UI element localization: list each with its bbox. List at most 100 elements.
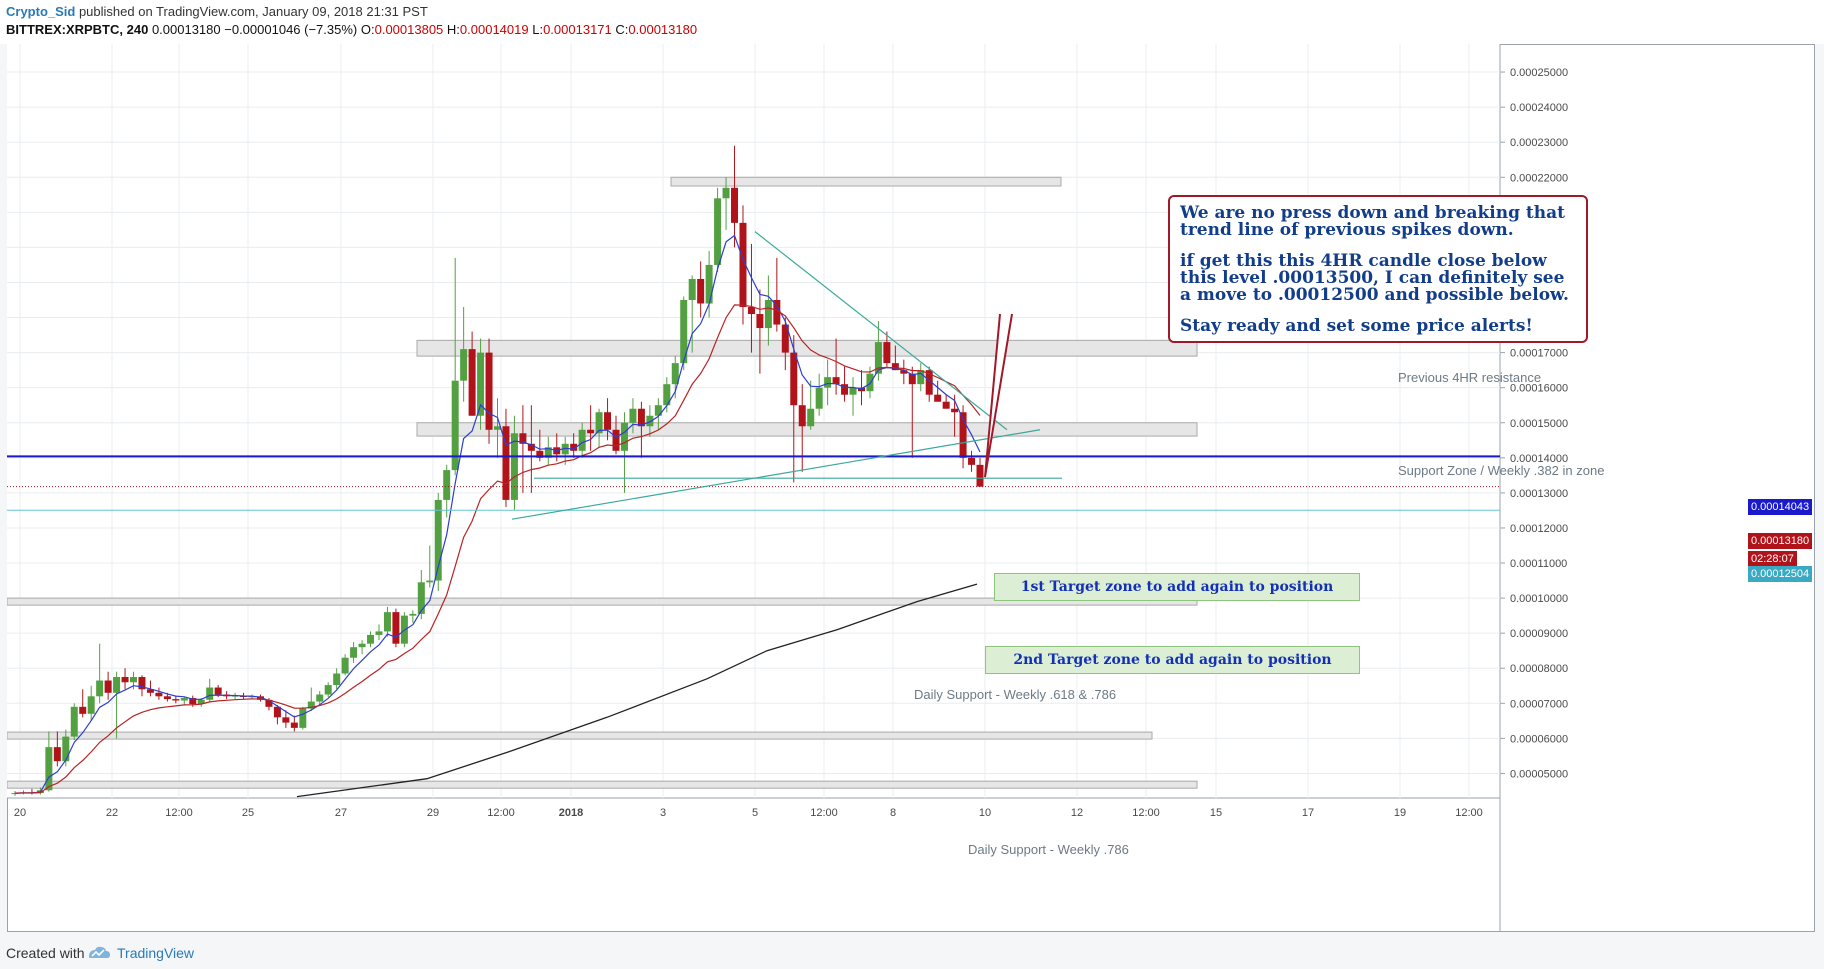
- candle: [900, 359, 908, 385]
- time-tick-label: 12:00: [1455, 807, 1483, 819]
- candle: [273, 705, 281, 725]
- last-price-tag: 0.00013180: [1748, 533, 1813, 549]
- time-tick-label: 12:00: [165, 807, 193, 819]
- candle: [121, 668, 129, 690]
- symbol-label: BITTREX:XRPBTC, 240: [6, 22, 149, 37]
- tradingview-brand-link[interactable]: TradingView: [117, 945, 195, 961]
- candle: [857, 370, 865, 406]
- open-value: 0.00013805: [374, 22, 444, 37]
- callout-text-1: We are no press down and breaking that t…: [1180, 203, 1565, 240]
- candle: [383, 606, 391, 637]
- candle: [891, 345, 899, 371]
- candle-body: [866, 373, 874, 392]
- zone-daily-support-786: [7, 731, 1153, 740]
- plot-area: [7, 44, 1500, 798]
- candle-body: [113, 677, 121, 693]
- price-tick-label: 0.00013000: [1510, 488, 1568, 500]
- candle: [333, 668, 341, 690]
- price-tick-label: 0.00012000: [1510, 523, 1568, 535]
- candle: [934, 380, 942, 402]
- candle: [409, 610, 417, 623]
- price-tick-label: 0.00007000: [1510, 698, 1568, 710]
- candle-body: [180, 698, 188, 701]
- candle: [316, 691, 324, 706]
- zone-daily-support-618-786: [7, 597, 1198, 606]
- candle-body: [316, 694, 324, 702]
- candle-body: [773, 300, 781, 325]
- candle: [544, 436, 552, 465]
- zone-bottom-zone: [7, 780, 1198, 789]
- candle: [434, 492, 442, 592]
- candle-body: [764, 300, 772, 329]
- candle-body: [214, 687, 222, 695]
- candle: [781, 317, 789, 371]
- price-chart[interactable]: 0.00025000 0.00024000 0.00023000 0.00022000…: [7, 44, 1815, 932]
- candle-body: [857, 387, 865, 392]
- candle-body: [663, 384, 671, 406]
- candle: [45, 731, 53, 792]
- zone-top-resistance: [670, 176, 1062, 187]
- candle: [180, 696, 188, 705]
- candle-body: [87, 696, 95, 714]
- candle-body: [443, 470, 451, 500]
- candle: [773, 257, 781, 332]
- ema-fast-line: [14, 234, 981, 794]
- target-zone-2: 2nd Target zone to add again to position: [985, 646, 1360, 674]
- time-tick-label: 12: [1071, 807, 1083, 819]
- candle: [282, 710, 290, 728]
- candle-body: [604, 412, 612, 430]
- time-tick-label: 15: [1210, 807, 1222, 819]
- candle-body: [832, 377, 840, 385]
- candle-body: [790, 352, 798, 406]
- candle-body: [307, 701, 315, 709]
- candle-body: [53, 747, 61, 762]
- footer: Created with TradingView: [0, 938, 1824, 969]
- countdown-tag: 02:28:07: [1748, 551, 1797, 567]
- candle: [460, 307, 468, 402]
- candle: [697, 261, 705, 318]
- candle-body: [11, 793, 19, 795]
- candle-body: [172, 699, 180, 701]
- candle: [53, 731, 61, 767]
- open-label: O:: [360, 22, 375, 37]
- candle-body: [146, 689, 154, 693]
- candle-body: [968, 457, 976, 465]
- callout-pointer: [984, 313, 1013, 478]
- candle-body: [756, 314, 764, 329]
- candle: [519, 405, 527, 493]
- candle-body: [925, 370, 933, 395]
- candle-body: [781, 324, 789, 353]
- candle-body: [705, 264, 713, 304]
- candle-body: [722, 187, 730, 199]
- support-zone-label: Support Zone / Weekly .382 in zone: [1398, 463, 1605, 478]
- candle-body: [70, 706, 78, 737]
- candle-body: [637, 408, 645, 427]
- candle-body: [671, 363, 679, 385]
- price-axis: 0.00025000 0.00024000 0.00023000 0.00022000…: [1499, 44, 1568, 932]
- candle-body: [273, 706, 281, 718]
- candle: [299, 706, 307, 730]
- candle-body: [841, 384, 849, 395]
- candle: [155, 687, 163, 700]
- candle-body: [265, 699, 273, 707]
- candle-body: [104, 680, 112, 693]
- candle: [341, 654, 349, 676]
- candle-body: [299, 708, 307, 728]
- time-tick-label: 5: [752, 807, 758, 819]
- blue-line-price-tag: 0.00014043: [1748, 499, 1813, 515]
- high-label: H:: [446, 22, 460, 37]
- time-tick-label: 22: [106, 807, 118, 819]
- candle: [832, 338, 840, 395]
- candle-body: [324, 685, 332, 695]
- candle: [714, 187, 722, 272]
- candle-body: [815, 387, 823, 409]
- candle: [883, 331, 891, 367]
- price-tick-label: 0.00006000: [1510, 733, 1568, 745]
- candle: [350, 641, 358, 663]
- candle-body: [578, 429, 586, 451]
- candle-body: [477, 352, 485, 416]
- daily-support-label-1: Daily Support - Weekly .618 & .786: [914, 687, 1117, 702]
- candle-body: [519, 433, 527, 444]
- candle-body: [714, 198, 722, 265]
- author-link[interactable]: Crypto_Sid: [6, 4, 76, 19]
